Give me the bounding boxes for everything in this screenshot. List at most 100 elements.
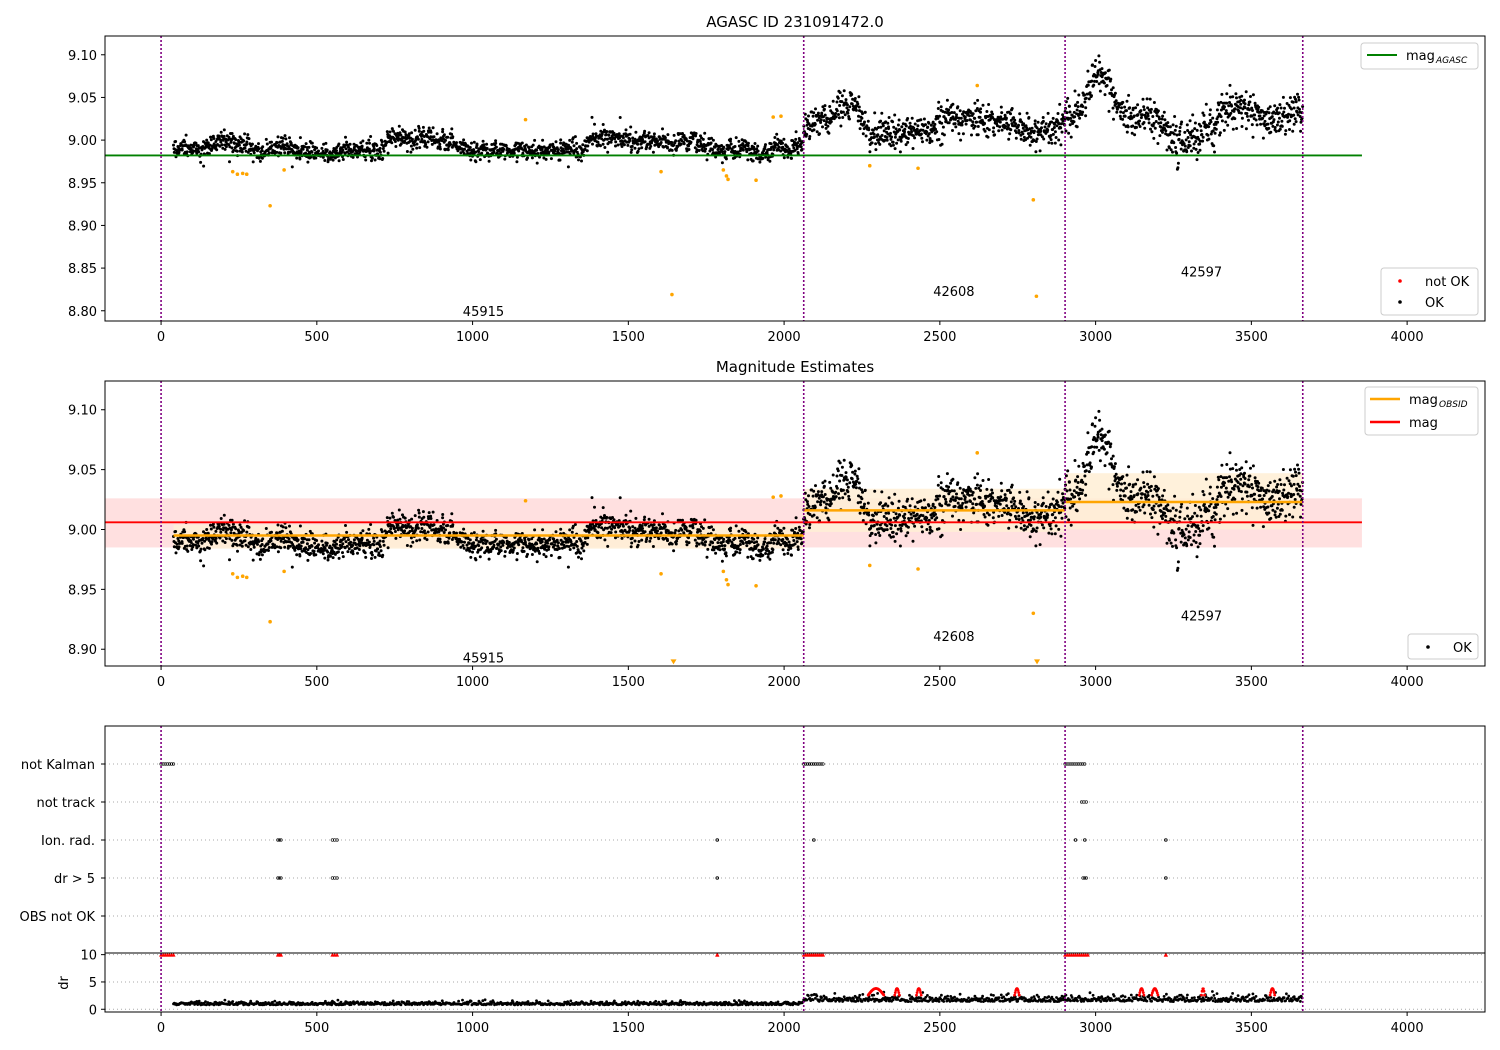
middle-ok-point [299, 547, 303, 551]
middle-ok-point [219, 527, 223, 531]
top-ok-point [933, 122, 937, 126]
middle-ok-point [418, 538, 422, 542]
middle-ok-point [861, 519, 865, 522]
middle-ok-point [768, 557, 772, 561]
top-ok-point [1261, 136, 1265, 140]
middle-ok-point [677, 529, 681, 533]
top-ok-point [1100, 67, 1104, 71]
top-ok-point [1041, 116, 1045, 119]
middle-ok-point [685, 540, 689, 544]
top-ok-point [846, 111, 850, 115]
top-ok-point [378, 150, 382, 154]
middle-ok-point [284, 526, 288, 530]
middle-ok-point [781, 538, 785, 541]
middle-ok-point [947, 485, 951, 489]
top-ok-point [1123, 114, 1127, 118]
top-ok-point [1182, 142, 1186, 146]
top-ok-point [567, 150, 571, 154]
middle-ok-point [837, 496, 841, 500]
top-ok-point [916, 124, 920, 128]
middle-ok-point [191, 543, 195, 547]
top-ok-point [902, 132, 906, 136]
top-ok-point [931, 120, 935, 124]
middle-ok-point [214, 529, 218, 533]
middle-ok-point [378, 545, 382, 549]
top-ok-point [1081, 105, 1085, 108]
middle-ok-point [312, 549, 316, 553]
top-ok-point [663, 136, 667, 140]
middle-ok-point [426, 530, 430, 534]
top-ok-point [812, 128, 816, 132]
top-ok-point [344, 147, 348, 151]
top-ok-point [1053, 122, 1057, 126]
middle-ok-point [850, 477, 854, 481]
middle-ok-point [390, 531, 394, 535]
top-ok-point [1213, 131, 1217, 135]
top-ok-point [718, 150, 722, 154]
top-ok-point [874, 142, 878, 146]
middle-ok-point [666, 529, 670, 533]
top-ok-point [808, 135, 812, 138]
middle-ok-point [389, 527, 393, 531]
top-ok-point [793, 148, 797, 152]
top-ok-point [1171, 123, 1175, 127]
middle-ok-point [875, 512, 878, 516]
top-ok-point [1283, 106, 1286, 110]
top-ok-point [647, 131, 651, 135]
middle-ok-point [807, 494, 810, 498]
top-ok-point [1228, 95, 1232, 99]
top-ok-point [870, 141, 874, 145]
middle-ok-point [396, 518, 400, 522]
top-outlier-point [771, 115, 775, 119]
top-ok-point [1021, 132, 1025, 136]
middle-ok-point [354, 543, 358, 546]
top-ok-point [1060, 122, 1063, 126]
top-ok-point [1231, 95, 1235, 99]
top-ok-point [976, 98, 980, 102]
top-ok-point [652, 135, 656, 139]
top-ok-point [973, 101, 977, 105]
top-ok-point [1129, 111, 1133, 115]
middle-ok-point [172, 545, 176, 549]
middle-ok-point [429, 517, 433, 520]
middle-ok-point [333, 552, 337, 556]
top-ok-point [698, 139, 702, 143]
middle-ok-point [666, 539, 669, 543]
top-ok-point [347, 145, 350, 149]
middle-ok-point [358, 544, 362, 548]
top-ok-point [1173, 128, 1177, 132]
top-ok-point [837, 116, 841, 120]
top-ok-point [310, 141, 314, 145]
middle-ok-point [705, 555, 709, 559]
top-ok-point [221, 146, 225, 150]
top-ok-point [444, 138, 447, 142]
middle-ok-point [790, 553, 793, 557]
top-ok-point [798, 139, 802, 143]
top-ok-point [337, 142, 341, 146]
middle-ok-point [895, 532, 899, 536]
top-ok-point [1083, 100, 1087, 104]
top-ok-point [1292, 122, 1296, 126]
top-ok-point [1204, 102, 1208, 106]
middle-ok-point [520, 540, 524, 544]
top-ok-point [1177, 137, 1181, 141]
top-ok-point [1061, 113, 1065, 117]
middle-ok-point [494, 537, 498, 541]
top-ok-point [800, 148, 804, 151]
middle-ok-point [609, 531, 613, 535]
top-outlier-point [721, 168, 726, 172]
top-ok-point [651, 150, 655, 154]
top-ok-point [196, 144, 200, 148]
top-ok-point [1244, 127, 1248, 131]
middle-ok-point [749, 555, 753, 559]
top-ok-point [1202, 113, 1206, 117]
middle-ok-point [814, 484, 817, 488]
middle-chart-title: Magnitude Estimates [716, 358, 874, 376]
middle-ok-point [541, 528, 545, 532]
top-ok-point [378, 146, 382, 150]
middle-ok-point [257, 553, 261, 557]
top-ok-point [955, 116, 959, 120]
top-ok-point [906, 137, 910, 140]
top-ok-point [197, 150, 201, 154]
